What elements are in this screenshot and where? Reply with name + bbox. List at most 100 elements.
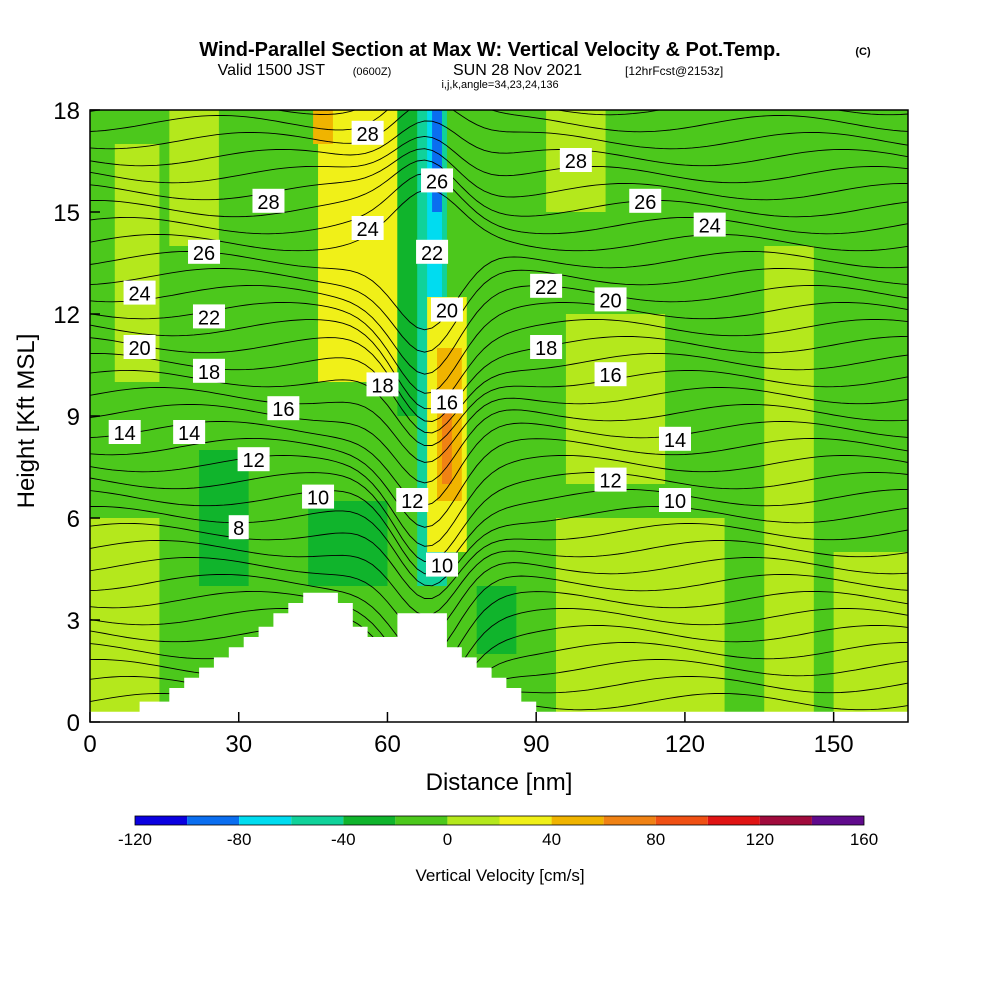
contour-label-box	[267, 396, 300, 421]
forecast-info: [12hrFcst@2153z]	[625, 64, 723, 78]
velocity-region-20	[833, 552, 908, 722]
velocity-region-7	[313, 110, 333, 144]
contour-label-box	[192, 358, 225, 383]
theta-contour-line	[90, 386, 908, 463]
contour-label-text: 16	[436, 392, 458, 414]
velocity-region-14	[441, 399, 452, 484]
contour-label-box	[351, 120, 384, 145]
theta-contour-line	[90, 505, 908, 587]
contour-label-text: 8	[233, 518, 244, 540]
velocity-region-6	[318, 110, 398, 382]
contour-label-box	[594, 362, 627, 387]
contour-label: 20	[594, 287, 627, 312]
theta-contour-line	[90, 488, 908, 575]
theta-contour-line	[90, 120, 908, 167]
contour-label-box	[252, 188, 285, 213]
contour-label-box	[228, 515, 249, 540]
velocity-region-3	[169, 110, 219, 246]
theta-contour-line	[90, 369, 908, 447]
contour-label: 14	[173, 420, 206, 445]
contour-label-box	[430, 389, 463, 414]
theta-contour-line	[90, 420, 908, 506]
x-tick-label: 90	[523, 731, 550, 758]
terrain-profile	[90, 592, 908, 722]
contour-label: 14	[658, 426, 691, 452]
contour-label-box	[594, 467, 627, 492]
contour-label-box	[123, 335, 156, 359]
contour-label: 28	[559, 148, 592, 173]
theta-contour-line	[90, 352, 908, 434]
theta-contour-line	[90, 135, 908, 184]
velocity-region-15	[476, 586, 517, 654]
contour-label-box	[192, 304, 225, 329]
y-tick-label: 18	[53, 98, 80, 125]
contour-label: 26	[421, 168, 454, 193]
x-tick-label: 120	[665, 731, 705, 758]
colorbar-swatch	[499, 816, 552, 825]
colorbar-swatch	[655, 816, 708, 825]
contour-label-box	[559, 148, 592, 172]
contour-label-text: 28	[565, 151, 587, 173]
contour-label-text: 10	[431, 556, 453, 578]
theta-contour-line	[90, 159, 908, 218]
y-tick-label: 9	[67, 404, 80, 431]
contour-label-text: 14	[178, 423, 200, 445]
contour-label: 10	[425, 552, 458, 578]
contour-label: 8	[228, 515, 249, 540]
theta-contour-line	[90, 624, 908, 715]
colorbar-tick-label: -80	[227, 830, 252, 849]
theta-contour-line	[90, 607, 908, 700]
contour-label-text: 18	[198, 362, 220, 384]
contour-label: 18	[366, 372, 399, 397]
velocity-region-16	[556, 518, 725, 722]
contour-label: 22	[416, 239, 449, 265]
theta-contour-line	[90, 522, 908, 599]
colorbar-swatch	[135, 816, 188, 825]
theta-contour-line	[90, 437, 908, 528]
contour-label: 16	[594, 362, 627, 387]
colorbar-tick-label: 40	[542, 830, 561, 849]
contour-label-box	[396, 488, 429, 512]
valid-zulu: (0600Z)	[353, 66, 392, 78]
colorbar-tick-label: 0	[443, 830, 452, 849]
contour-label-box	[693, 212, 726, 237]
contour-label: 18	[530, 335, 563, 360]
valid-time: Valid 1500 JST	[218, 62, 326, 79]
x-tick-label: 150	[814, 731, 854, 758]
velocity-region-5	[308, 501, 388, 586]
contour-label-text: 12	[242, 450, 264, 472]
valid-date: SUN 28 Nov 2021	[453, 62, 582, 79]
theta-contour-line	[90, 573, 908, 659]
colorbar-swatch	[707, 816, 760, 825]
x-tick-label: 0	[83, 731, 96, 758]
contour-label-box	[629, 188, 662, 213]
contour-label-text: 20	[128, 338, 150, 360]
theta-contour-line	[90, 110, 908, 133]
contour-label: 24	[123, 280, 156, 306]
contour-label-text: 20	[599, 290, 621, 312]
contour-label-box	[237, 447, 270, 472]
colorbar-swatch	[759, 816, 812, 825]
contour-label-box	[430, 297, 463, 322]
contour-label: 10	[302, 484, 335, 510]
velocity-region-1	[90, 518, 160, 722]
theta-contour-line	[90, 590, 908, 681]
colorbar-tick-label: 80	[646, 830, 665, 849]
theta-contour-line	[90, 403, 908, 484]
theta-contour-line	[90, 148, 908, 201]
contour-label-box	[351, 216, 384, 240]
theta-contour-line	[90, 267, 908, 353]
contour-label-box	[658, 488, 691, 512]
colorbar-tick-label: 160	[850, 830, 878, 849]
colorbar-frame	[134, 815, 865, 826]
contour-label: 24	[693, 212, 726, 238]
theta-contour-line	[90, 318, 908, 410]
contour-label: 16	[267, 396, 300, 421]
colorbar-swatch	[811, 816, 864, 825]
contour-label-text: 12	[401, 491, 423, 513]
contour-label: 26	[188, 239, 221, 265]
contour-label-box	[658, 426, 691, 451]
x-tick-label: 60	[374, 731, 401, 758]
colorbar-swatch	[343, 816, 396, 825]
contour-label-text: 12	[599, 471, 621, 493]
